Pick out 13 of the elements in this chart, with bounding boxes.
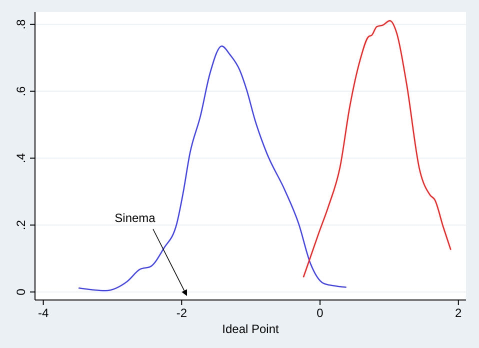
y-tick-label: .6: [14, 86, 28, 96]
annotation: Sinema: [114, 211, 156, 225]
x-tick-label: -2: [176, 306, 188, 320]
line-series: [78, 45, 347, 292]
y-tick-label: .2: [14, 220, 28, 230]
x-tick-label: -4: [38, 306, 49, 320]
y-tick-label: .4: [14, 152, 28, 164]
line-series: [302, 20, 452, 278]
x-tick-label: 0: [316, 306, 324, 320]
x-tick-label: 2: [455, 306, 462, 320]
y-tick-label: .8: [14, 19, 28, 30]
x-axis-title: Ideal Point: [222, 322, 280, 336]
y-tick-label: 0: [14, 288, 28, 296]
